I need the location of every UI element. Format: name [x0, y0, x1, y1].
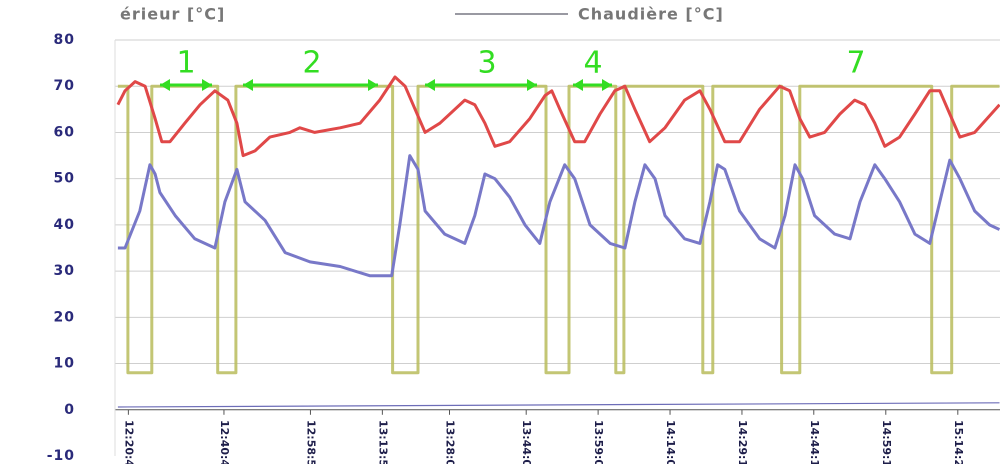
legend-label: érieur [°C] [120, 5, 225, 24]
y-tick-label: 0 [64, 402, 75, 418]
x-tick-label: 14:29:12 [736, 420, 749, 464]
series-line [117, 402, 1000, 408]
y-tick-label: 60 [54, 124, 75, 140]
series-line [116, 75, 1000, 158]
annotation-label: 2 [302, 46, 321, 81]
y-tick-label: 40 [54, 217, 75, 233]
y-tick-label: 10 [54, 356, 75, 372]
y-tick-label: 50 [54, 171, 75, 187]
annotation-label: 1 [176, 46, 195, 81]
annotation-label: 4 [583, 46, 602, 81]
series-line [117, 84, 1000, 375]
annotation-label: 3 [477, 46, 496, 81]
x-tick-label: 14:59:18 [880, 420, 893, 464]
x-tick-label: 12:58:54 [304, 420, 317, 464]
x-tick-label: 13:13:57 [376, 420, 389, 464]
legend-label: Chaudière [°C] [578, 5, 724, 24]
y-tick-label: 80 [54, 32, 75, 48]
y-tick-label: 30 [54, 263, 75, 279]
x-tick-label: 13:59:06 [592, 420, 605, 464]
x-tick-label: 12:40:49 [218, 420, 231, 464]
series-line [117, 154, 1000, 278]
x-tick-label: 14:44:14 [808, 420, 821, 464]
y-tick-label: -10 [47, 448, 75, 464]
annotation-label: 7 [846, 46, 865, 81]
x-tick-label: 13:44:03 [520, 420, 533, 464]
x-tick-label: 13:28:00 [444, 420, 457, 464]
y-tick-label: 20 [54, 309, 75, 325]
y-tick-label: 70 [54, 78, 75, 94]
x-tick-label: 15:14:22 [952, 420, 965, 464]
x-tick-label: 14:14:09 [664, 420, 677, 464]
arrow-head [573, 79, 612, 91]
x-tick-label: 12:20:46 [122, 420, 135, 464]
